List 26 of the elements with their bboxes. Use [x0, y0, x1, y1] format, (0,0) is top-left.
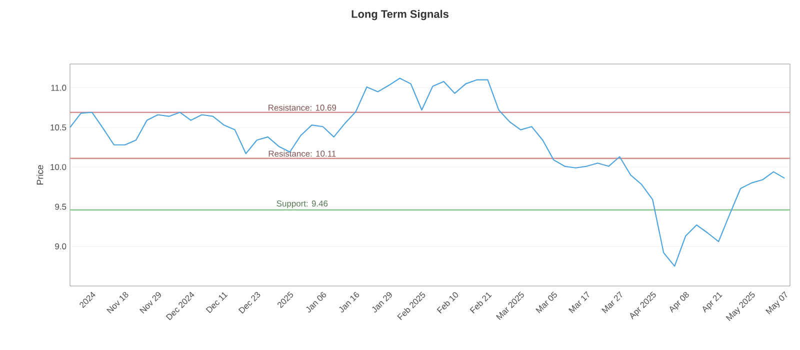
y-tick-label: 9.0 [55, 243, 66, 250]
x-tick-label: Jan 06 [306, 292, 326, 312]
y-tick-label: 9.5 [55, 204, 66, 210]
x-tick-label: Jan 16 [339, 292, 360, 312]
x-tick-label: Jan 29 [372, 292, 392, 312]
x-tick-label: Apr 21 [702, 292, 722, 313]
y-tick-label: 11.0 [51, 84, 66, 91]
y-tick-label: 10.0 [50, 164, 66, 170]
x-tick-label: Mar 05 [536, 292, 557, 314]
ref-line-label: Resistance: 10.11 [268, 150, 336, 157]
x-tick-label: Mar 27 [602, 291, 622, 314]
ref-line-label: Resistance: 10.69 [268, 104, 336, 111]
x-tick-label: Dec 23 [238, 292, 260, 314]
line-series [70, 78, 786, 267]
x-tick-label: Nov 29 [140, 292, 161, 314]
ref-line-label: Support: 9.46 [276, 200, 328, 208]
x-tick-label: Nov 18 [106, 292, 128, 314]
x-tick-label: Feb 10 [436, 292, 458, 314]
y-axis-title: Price [36, 165, 44, 184]
chart-title: Long Term Signals [352, 10, 448, 20]
x-tick-label: Feb 21 [470, 292, 492, 314]
x-tick-label: Dec 11 [206, 292, 228, 314]
y-tick-label: 10.5 [50, 124, 66, 130]
x-tick-label: Apr 08 [670, 292, 689, 313]
x-tick-label: May 07 [765, 291, 787, 314]
x-tick-label: Mar 17 [568, 291, 590, 314]
